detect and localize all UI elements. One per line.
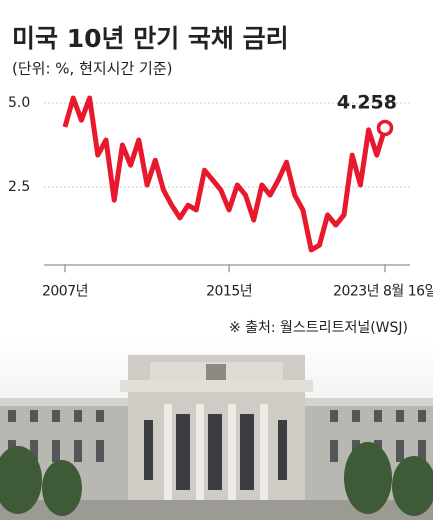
value-label: 4.258 — [337, 91, 397, 113]
data-line — [62, 95, 388, 253]
chart-title: 미국 10년 만기 국채 금리 — [12, 24, 289, 53]
end-marker — [376, 119, 394, 137]
source: ※ 출처: 월스트리트저널(WSJ) — [229, 320, 408, 336]
x-tick-label: 2007년 — [42, 283, 88, 299]
chart-subtitle: (단위: %, 현지시간 기준) — [12, 60, 172, 78]
y-tick-label: 5.0 — [8, 95, 30, 111]
x-tick-label: 2023년 8월 16일 — [333, 283, 433, 299]
y-tick-label: 2.5 — [8, 179, 30, 195]
building-photo — [0, 340, 433, 520]
x-tick-label: 2015년 — [206, 283, 252, 299]
